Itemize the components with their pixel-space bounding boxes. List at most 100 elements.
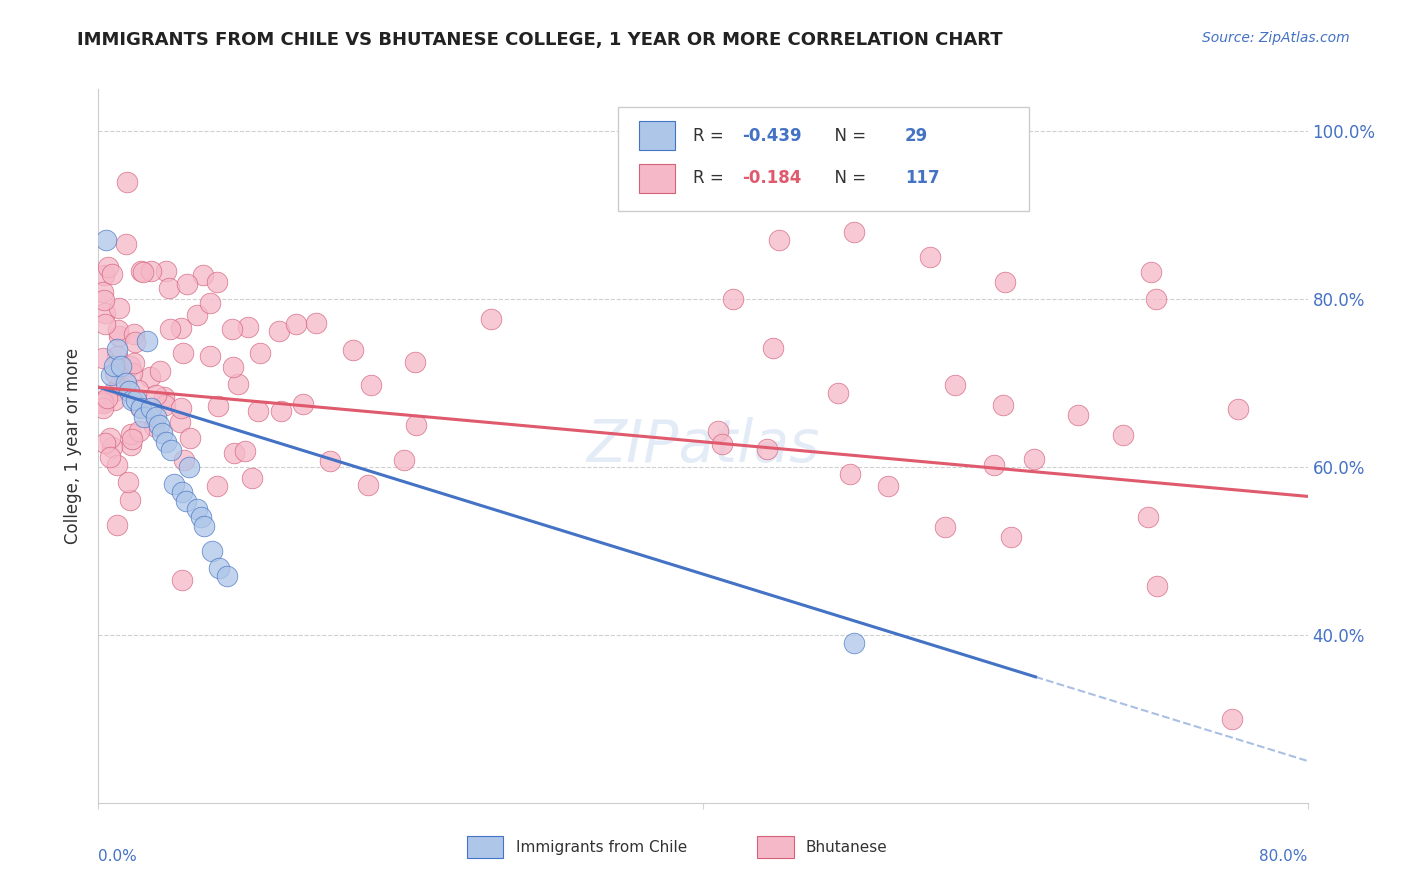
Point: [1144, 292, 1167, 306]
Point: [97, 260, 120, 274]
Point: [176, 277, 198, 291]
Text: Bhutanese: Bhutanese: [806, 839, 887, 855]
Point: [121, 366, 143, 380]
Point: [94, 233, 117, 247]
Point: [122, 327, 145, 342]
Point: [186, 308, 208, 322]
Point: [127, 383, 149, 397]
Point: [91, 401, 114, 416]
Point: [918, 250, 941, 264]
Point: [145, 387, 167, 401]
Point: [125, 392, 148, 407]
Point: [827, 385, 849, 400]
Point: [768, 233, 790, 247]
Point: [249, 346, 271, 360]
Point: [145, 409, 167, 424]
Point: [91, 351, 114, 365]
Point: [661, 191, 683, 205]
Text: N =: N =: [824, 169, 872, 187]
Point: [844, 225, 866, 239]
Point: [198, 295, 221, 310]
Point: [170, 573, 193, 587]
Text: N =: N =: [824, 127, 872, 145]
Point: [291, 396, 314, 410]
Point: [360, 378, 382, 392]
Point: [179, 460, 201, 475]
Point: [91, 393, 114, 408]
Point: [94, 436, 117, 450]
Point: [122, 356, 145, 370]
Point: [128, 401, 150, 415]
Point: [207, 399, 229, 413]
Text: -0.184: -0.184: [742, 169, 801, 187]
Point: [94, 318, 117, 332]
Point: [991, 398, 1014, 412]
Point: [121, 433, 143, 447]
Point: [105, 349, 128, 363]
Point: [100, 368, 122, 382]
Point: [943, 377, 966, 392]
Point: [149, 364, 172, 378]
Point: [983, 458, 1005, 472]
Point: [247, 404, 270, 418]
Point: [710, 437, 733, 451]
Text: Immigrants from Chile: Immigrants from Chile: [516, 839, 686, 855]
Point: [240, 471, 263, 485]
Bar: [758, 836, 794, 858]
Text: ZIPatlas: ZIPatlas: [586, 417, 820, 475]
Point: [150, 426, 173, 441]
Point: [994, 275, 1017, 289]
Point: [98, 431, 121, 445]
Point: [115, 175, 138, 189]
Point: [723, 292, 745, 306]
Point: [238, 320, 260, 334]
Point: [755, 442, 778, 457]
Text: 0.0%: 0.0%: [98, 849, 138, 864]
Point: [159, 322, 181, 336]
Point: [481, 311, 503, 326]
Point: [1022, 452, 1045, 467]
Point: [267, 324, 290, 338]
Point: [357, 478, 380, 492]
Point: [132, 409, 155, 424]
Point: [305, 316, 328, 330]
Point: [169, 415, 191, 429]
Point: [101, 440, 124, 454]
Point: [103, 384, 125, 399]
Point: [120, 438, 142, 452]
Point: [105, 343, 128, 357]
Point: [129, 264, 152, 278]
Point: [186, 502, 208, 516]
Point: [105, 458, 128, 472]
Point: [205, 479, 228, 493]
Point: [105, 518, 128, 533]
Point: [103, 392, 125, 407]
FancyBboxPatch shape: [619, 107, 1029, 211]
Point: [285, 318, 308, 332]
Point: [392, 453, 415, 467]
Point: [124, 335, 146, 350]
Point: [707, 424, 730, 438]
Point: [1112, 428, 1135, 442]
Point: [170, 401, 193, 416]
Point: [155, 264, 177, 278]
Point: [762, 342, 785, 356]
Point: [157, 281, 180, 295]
Point: [198, 349, 221, 363]
Point: [101, 267, 124, 281]
Point: [128, 425, 150, 439]
Point: [98, 450, 121, 464]
Point: [179, 431, 201, 445]
Point: [170, 321, 193, 335]
Point: [103, 359, 125, 374]
Point: [1220, 712, 1243, 726]
Point: [142, 418, 165, 433]
Point: [120, 427, 142, 442]
Point: [117, 475, 139, 490]
Point: [118, 493, 141, 508]
Point: [191, 268, 214, 282]
Point: [121, 392, 143, 407]
Point: [405, 417, 427, 432]
Point: [153, 398, 176, 412]
Point: [139, 263, 162, 277]
